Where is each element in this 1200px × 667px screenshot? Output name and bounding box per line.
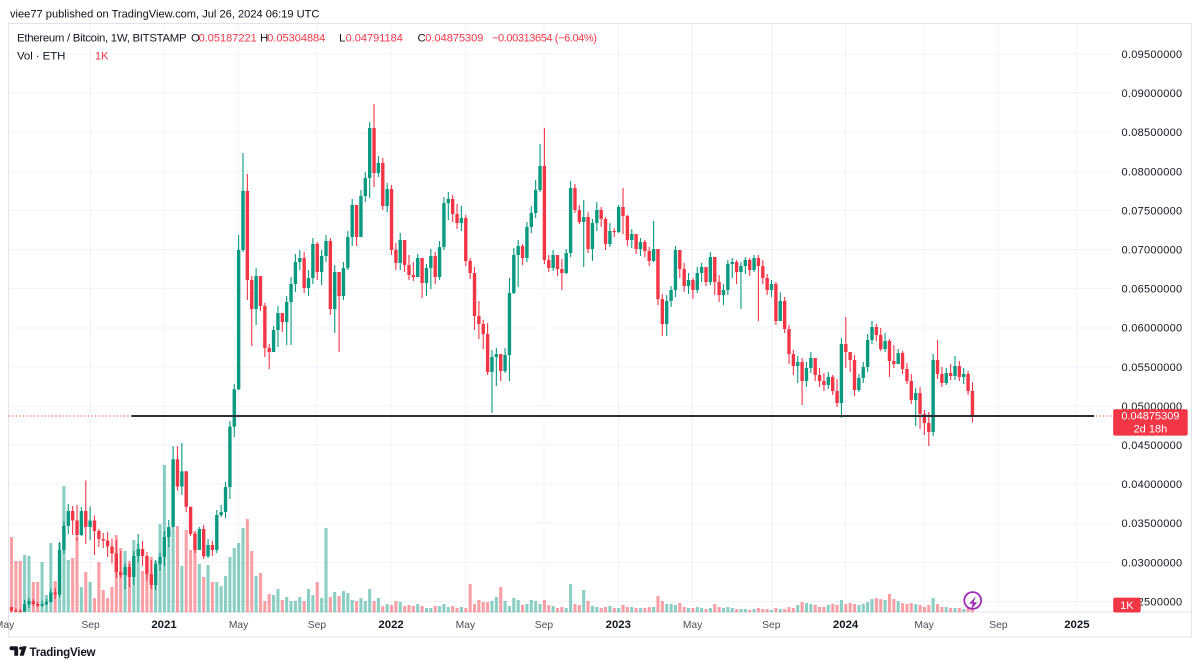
svg-text:May: May — [229, 620, 249, 631]
svg-text:May: May — [914, 620, 934, 631]
svg-text:1K: 1K — [1120, 600, 1134, 612]
svg-text:0.09500000: 0.09500000 — [1122, 49, 1183, 61]
svg-text:May: May — [456, 620, 476, 631]
svg-text:2023: 2023 — [606, 619, 631, 631]
svg-text:0.04791184: 0.04791184 — [346, 33, 403, 45]
svg-text:viee77 published on TradingVie: viee77 published on TradingView.com, Jul… — [10, 9, 319, 21]
svg-text:0.03000000: 0.03000000 — [1122, 557, 1183, 569]
svg-text:1K: 1K — [95, 51, 109, 63]
svg-text:0.04875309: 0.04875309 — [425, 33, 483, 45]
svg-text:0.04000000: 0.04000000 — [1122, 479, 1183, 491]
svg-text:Ethereum / Bitcoin, 1W, BITSTA: Ethereum / Bitcoin, 1W, BITSTAMP — [17, 33, 186, 45]
svg-text:Sep: Sep — [762, 620, 781, 631]
svg-text:L: L — [339, 33, 345, 45]
svg-text:0.07500000: 0.07500000 — [1122, 205, 1183, 217]
svg-text:0.08000000: 0.08000000 — [1122, 166, 1183, 178]
svg-text:2021: 2021 — [151, 619, 177, 631]
svg-text:May: May — [0, 620, 15, 631]
svg-text:H: H — [260, 33, 268, 45]
svg-text:0.06000000: 0.06000000 — [1122, 323, 1183, 335]
svg-text:Sep: Sep — [535, 620, 554, 631]
svg-text:May: May — [683, 620, 703, 631]
svg-text:2d 18h: 2d 18h — [1134, 423, 1168, 435]
svg-text:2025: 2025 — [1064, 619, 1090, 631]
svg-text:0.05500000: 0.05500000 — [1122, 362, 1183, 374]
svg-text:0.06500000: 0.06500000 — [1122, 284, 1183, 296]
svg-text:0.05187221: 0.05187221 — [199, 33, 257, 45]
svg-text:TradingView: TradingView — [30, 646, 97, 659]
svg-text:0.03500000: 0.03500000 — [1122, 518, 1183, 530]
svg-text:0.08500000: 0.08500000 — [1122, 127, 1183, 139]
svg-text:C: C — [418, 33, 426, 45]
svg-text:Sep: Sep — [989, 620, 1008, 631]
svg-text:2022: 2022 — [378, 619, 403, 631]
svg-text:0.04875309: 0.04875309 — [1121, 411, 1179, 423]
svg-text:2024: 2024 — [833, 619, 859, 631]
svg-text:0.09000000: 0.09000000 — [1122, 88, 1183, 100]
svg-text:0.04500000: 0.04500000 — [1122, 440, 1183, 452]
svg-text:−0.00313654 (−6.04%): −0.00313654 (−6.04%) — [492, 33, 597, 45]
svg-text:Vol · ETH: Vol · ETH — [17, 51, 65, 63]
svg-text:0.05304884: 0.05304884 — [267, 33, 325, 45]
svg-text:0.07000000: 0.07000000 — [1122, 245, 1183, 257]
svg-text:Sep: Sep — [81, 620, 100, 631]
svg-text:O: O — [191, 33, 200, 45]
svg-text:Sep: Sep — [308, 620, 327, 631]
